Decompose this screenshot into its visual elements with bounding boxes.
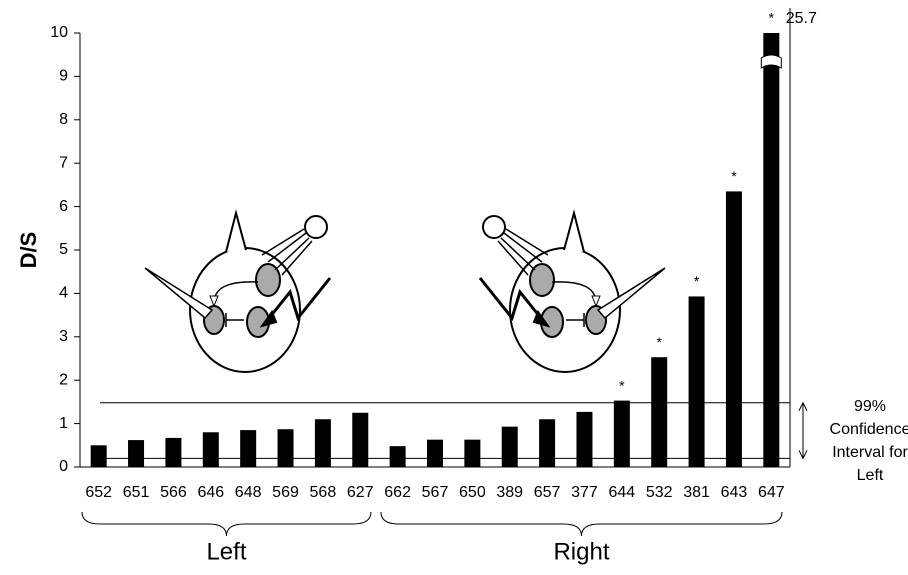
y-tick-label: 4 <box>59 285 68 302</box>
bar <box>539 419 555 467</box>
x-tick-label: 566 <box>160 484 187 501</box>
x-tick-label: 657 <box>534 484 561 501</box>
ci-arrow <box>799 403 807 459</box>
x-tick-label: 650 <box>459 484 486 501</box>
reference-note: Interval for <box>832 444 908 461</box>
y-tick-label: 5 <box>59 241 68 258</box>
y-tick-label: 1 <box>59 415 68 432</box>
bar <box>203 432 219 467</box>
x-tick-label: 569 <box>272 484 299 501</box>
x-tick-label: 646 <box>197 484 224 501</box>
bar <box>576 412 592 467</box>
chart: D/S 01234567891099%ConfidenceInterval fo… <box>0 0 908 570</box>
bar <box>502 427 518 467</box>
bar <box>91 445 107 467</box>
bar <box>427 440 443 467</box>
bar <box>128 440 144 467</box>
reference-note: Left <box>857 467 884 484</box>
x-tick-label: 567 <box>422 484 449 501</box>
x-tick-label: 381 <box>683 484 710 501</box>
reference-note: Confidence <box>830 421 908 438</box>
reference-note: 99% <box>854 398 886 415</box>
significance-mark: * <box>656 334 662 350</box>
group-brace <box>82 512 371 536</box>
x-tick-label: 627 <box>347 484 374 501</box>
significance-mark: * <box>694 273 700 289</box>
x-tick-label: 651 <box>123 484 150 501</box>
y-tick-label: 9 <box>59 68 68 85</box>
neuron-diagram <box>145 213 330 372</box>
y-tick-label: 3 <box>59 328 68 345</box>
x-tick-label: 389 <box>496 484 523 501</box>
x-tick-label: 644 <box>608 484 635 501</box>
bar <box>240 430 256 467</box>
bar <box>464 440 480 467</box>
significance-mark: * <box>731 168 737 184</box>
group-brace <box>381 512 782 536</box>
y-tick-label: 6 <box>59 198 68 215</box>
x-tick-label: 568 <box>310 484 337 501</box>
bar <box>315 419 331 467</box>
y-tick-label: 0 <box>59 458 68 475</box>
bar <box>689 296 705 467</box>
x-tick-label: 377 <box>571 484 598 501</box>
x-tick-label: 643 <box>721 484 748 501</box>
neuron-diagram <box>480 213 665 372</box>
y-tick-label: 10 <box>50 24 68 41</box>
x-tick-label: 648 <box>235 484 262 501</box>
x-tick-label: 652 <box>85 484 112 501</box>
significance-mark: * <box>769 10 775 26</box>
bar <box>763 33 779 467</box>
bar <box>165 438 181 467</box>
bar <box>614 401 630 467</box>
significance-mark: * <box>619 377 625 393</box>
value-label: 25.7 <box>786 10 817 27</box>
bar <box>278 429 294 467</box>
x-tick-label: 662 <box>384 484 411 501</box>
bar <box>726 191 742 467</box>
x-tick-label: 532 <box>646 484 673 501</box>
y-tick-label: 2 <box>59 371 68 388</box>
y-tick-label: 7 <box>59 154 68 171</box>
y-axis-label: D/S <box>16 232 41 269</box>
y-tick-label: 8 <box>59 111 68 128</box>
bar <box>651 357 667 467</box>
group-label: Right <box>553 538 609 565</box>
bar <box>352 413 368 467</box>
bar <box>390 446 406 467</box>
x-tick-label: 647 <box>758 484 785 501</box>
group-label: Left <box>206 538 246 565</box>
